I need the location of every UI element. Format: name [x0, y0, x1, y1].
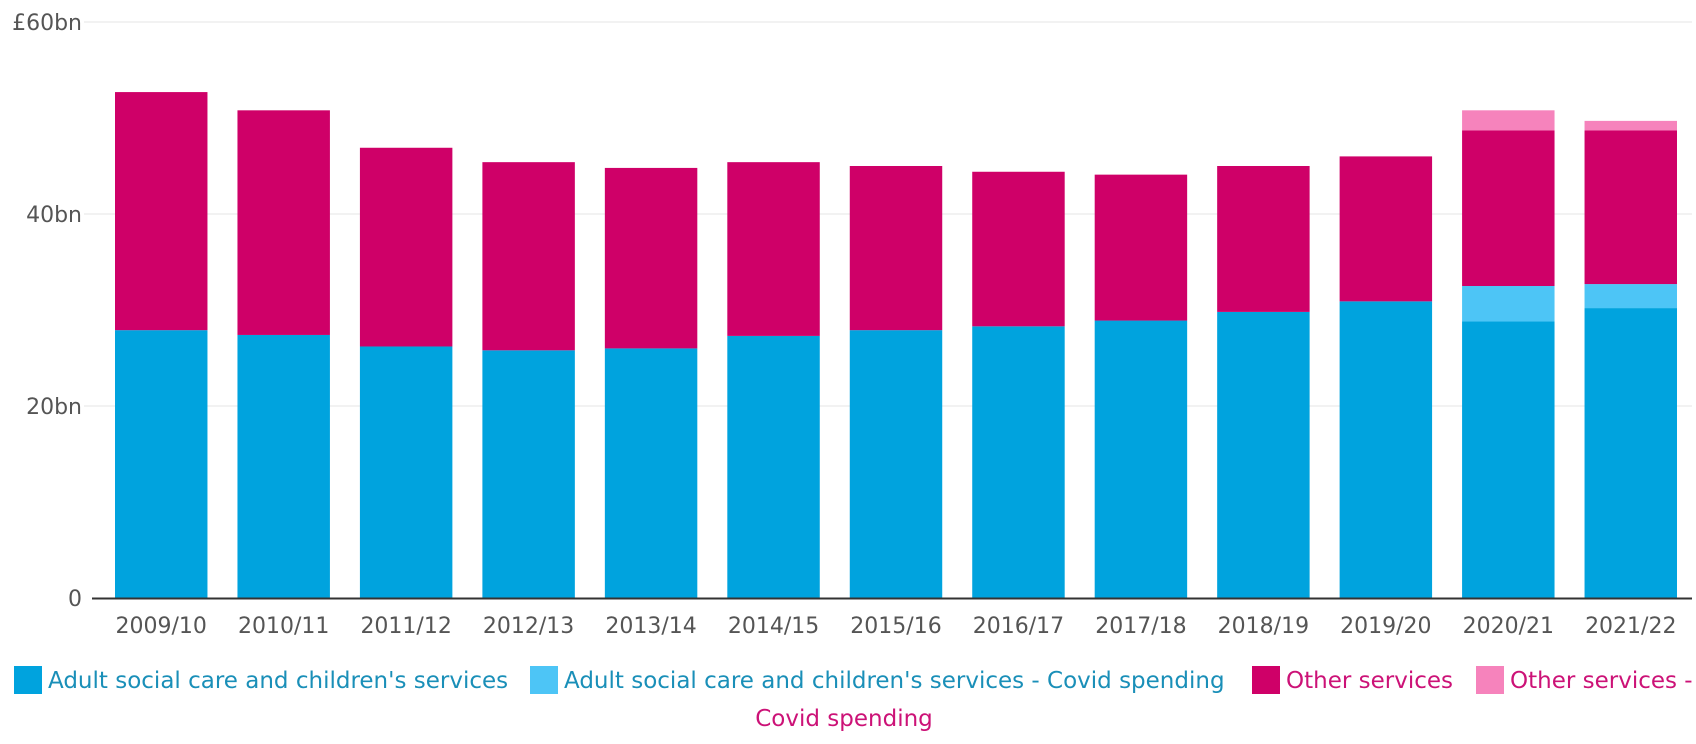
- bar-segment: [1217, 166, 1310, 312]
- legend-label-continued[interactable]: Covid spending: [755, 706, 933, 732]
- bar-segment: [482, 162, 575, 351]
- bar-segment: [849, 330, 943, 598]
- legend: Adult social care and children's service…: [14, 666, 1693, 732]
- x-tick-label: 2010/11: [238, 614, 329, 639]
- bar-segment: [604, 167, 698, 349]
- x-tick-label: 2013/14: [605, 614, 696, 639]
- legend-label[interactable]: Other services: [1286, 668, 1453, 694]
- bar-segment: [1584, 130, 1677, 285]
- x-tick-label: 2016/17: [973, 614, 1064, 639]
- x-tick-label: 2012/13: [483, 614, 574, 639]
- bar-segment: [115, 92, 208, 331]
- y-tick-label: £60bn: [12, 11, 82, 36]
- bar-segment: [849, 166, 943, 331]
- bar-segment: [237, 110, 330, 335]
- legend-label[interactable]: Other services -: [1510, 668, 1693, 694]
- x-tick-label: 2017/18: [1095, 614, 1186, 639]
- x-tick-label: 2019/20: [1340, 614, 1431, 639]
- x-tick-label: 2020/21: [1463, 614, 1554, 639]
- bar-segment: [1462, 130, 1555, 286]
- bar-segment: [115, 330, 208, 598]
- bar-segment: [1217, 311, 1310, 598]
- legend-swatch: [1476, 666, 1504, 694]
- bar-segment: [359, 346, 453, 598]
- bar-segment: [237, 334, 330, 598]
- bar-segment: [1584, 308, 1677, 598]
- y-tick-label: 0: [68, 587, 82, 612]
- x-tick-label: 2021/22: [1585, 614, 1676, 639]
- bar-segment: [604, 348, 698, 598]
- legend-swatch: [1252, 666, 1280, 694]
- x-tick-label: 2015/16: [850, 614, 941, 639]
- bar-segment: [1462, 286, 1555, 322]
- legend-label[interactable]: Adult social care and children's service…: [564, 668, 1225, 694]
- bar-segment: [482, 350, 575, 598]
- bar-segment: [359, 147, 453, 347]
- x-tick-label: 2011/12: [360, 614, 451, 639]
- bar-segment: [1094, 174, 1188, 321]
- bar-segment: [1584, 120, 1677, 131]
- bar-segment: [1584, 284, 1677, 309]
- y-tick-label: 40bn: [26, 203, 82, 228]
- legend-swatch: [530, 666, 558, 694]
- bar-segment: [1462, 321, 1555, 598]
- legend-label[interactable]: Adult social care and children's service…: [48, 668, 508, 694]
- bars: [115, 92, 1677, 598]
- bar-segment: [727, 162, 820, 336]
- y-tick-label: 20bn: [26, 395, 82, 420]
- bar-segment: [972, 326, 1065, 598]
- bar-segment: [1339, 156, 1433, 302]
- x-tick-label: 2018/19: [1218, 614, 1309, 639]
- x-tick-label: 2014/15: [728, 614, 819, 639]
- bar-segment: [727, 335, 820, 598]
- bar-segment: [1339, 301, 1433, 598]
- bar-segment: [1094, 320, 1188, 598]
- axes: 0 20bn 40bn £60bn 2009/10 2010/11 2011/12 2012/…: [12, 11, 1692, 639]
- bar-segment: [1462, 110, 1555, 131]
- x-tick-label: 2009/10: [116, 614, 207, 639]
- bar-segment: [972, 171, 1065, 327]
- legend-swatch: [14, 666, 42, 694]
